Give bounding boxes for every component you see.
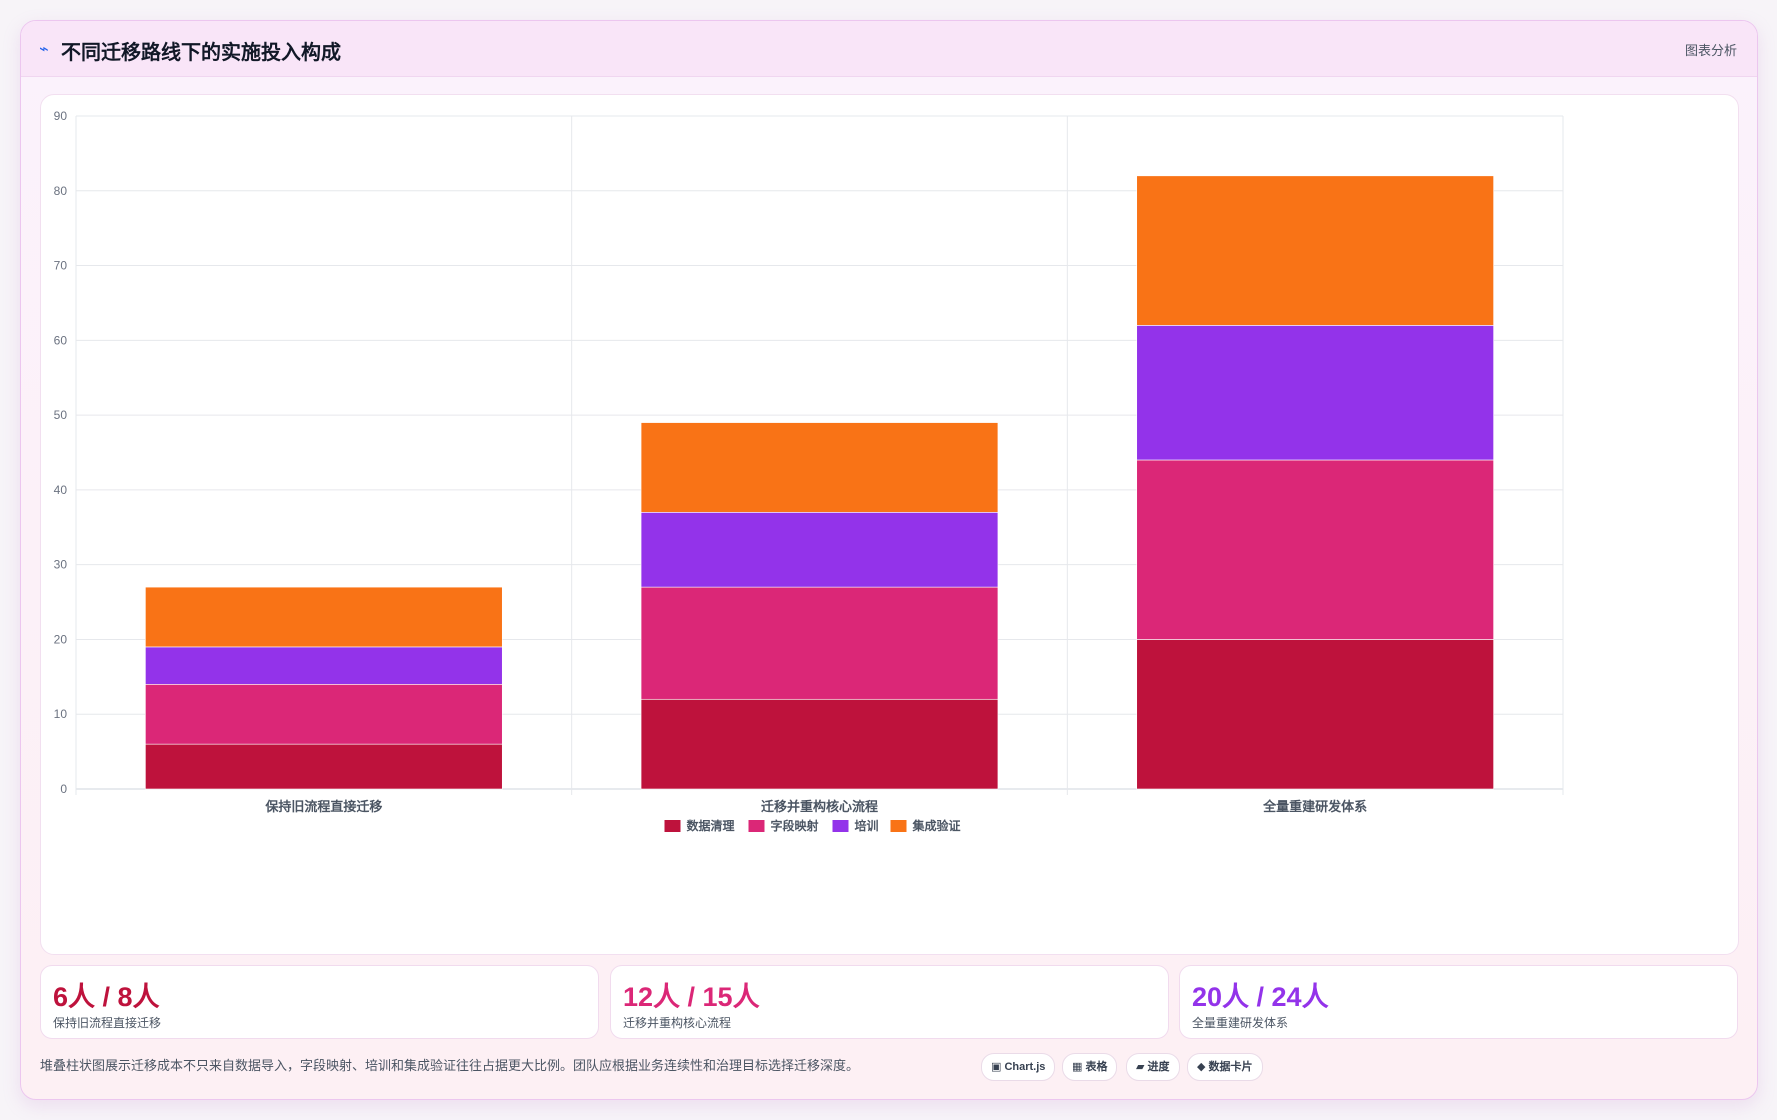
bar-segment bbox=[640, 586, 999, 700]
tag-chartjs[interactable]: ▣ Chart.js bbox=[981, 1053, 1056, 1081]
stat-value: 20人 / 24人 bbox=[1192, 982, 1329, 1012]
y-tick-label: 90 bbox=[54, 109, 68, 123]
stacked-bar-chart: 0 10 20 30 40 50 60 70 80 90 保持旧流程直接迁移 迁移并重构核心流程 全量重… bbox=[54, 109, 1564, 833]
stat-card-2: 20人 / 24人 全量重建研发体系 bbox=[1179, 965, 1738, 1039]
bar-segment bbox=[640, 698, 999, 790]
legend-swatch bbox=[890, 820, 907, 832]
chart-panel: 0 10 20 30 40 50 60 70 80 90 保持旧流程直接迁移 迁移并重构核心流程 全量重… bbox=[40, 94, 1739, 955]
stat-card-0: 6人 / 8人 保持旧流程直接迁移 bbox=[40, 965, 599, 1039]
y-tick-label: 20 bbox=[54, 632, 68, 646]
lightning-icon: ⌁ bbox=[39, 41, 49, 58]
legend-swatch bbox=[664, 820, 681, 832]
footer-note: 堆叠柱状图展示迁移成本不只来自数据导入，字段映射、培训和集成验证往往占据更大比例… bbox=[40, 1058, 860, 1073]
y-tick-label: 70 bbox=[54, 259, 68, 273]
stat-value: 12人 / 15人 bbox=[623, 982, 760, 1012]
stats-row: 6人 / 8人 保持旧流程直接迁移 12人 / 15人 迁移并重构核心流程 20… bbox=[40, 965, 1738, 1039]
legend-swatch bbox=[748, 820, 765, 832]
tag-progress[interactable]: ▰ 进度 bbox=[1126, 1053, 1180, 1081]
stat-label: 迁移并重构核心流程 bbox=[623, 1016, 732, 1030]
y-tick-label: 40 bbox=[54, 483, 68, 497]
chart-title: 不同迁移路线下的实施投入构成 bbox=[61, 42, 341, 64]
stat-label: 保持旧流程直接迁移 bbox=[53, 1016, 162, 1030]
stat-label: 全量重建研发体系 bbox=[1192, 1016, 1289, 1030]
y-tick-label: 80 bbox=[54, 184, 68, 198]
bar-segment bbox=[145, 646, 503, 685]
card-header: ⌁ 不同迁移路线下的实施投入构成 图表分析 bbox=[21, 21, 1757, 77]
legend-label: 培训 bbox=[855, 818, 879, 833]
legend-swatch bbox=[832, 820, 849, 832]
stat-value: 6人 / 8人 bbox=[53, 982, 160, 1012]
bar-segment bbox=[1136, 639, 1494, 790]
tag-table[interactable]: ▦ 表格 bbox=[1062, 1053, 1118, 1081]
chart-card: ⌁ 不同迁移路线下的实施投入构成 图表分析 0 10 20 30 40 50 60 70 80 9… bbox=[20, 20, 1758, 1100]
tag-data-card[interactable]: ◆ 数据卡片 bbox=[1187, 1053, 1263, 1081]
y-tick-label: 30 bbox=[54, 558, 68, 572]
bar-segment bbox=[1136, 459, 1494, 640]
bar-segment bbox=[145, 743, 503, 790]
legend-label: 数据清理 bbox=[687, 818, 735, 833]
y-tick-label: 10 bbox=[54, 707, 68, 721]
bar-segment bbox=[1136, 325, 1494, 461]
x-tick-label: 保持旧流程直接迁移 bbox=[264, 799, 382, 814]
legend-label: 字段映射 bbox=[771, 818, 819, 833]
x-tick-label: 全量重建研发体系 bbox=[1262, 799, 1367, 814]
bar-segment bbox=[640, 512, 999, 588]
y-tick-label: 60 bbox=[54, 333, 68, 347]
legend-label: 集成验证 bbox=[912, 818, 961, 833]
bar-segment bbox=[640, 422, 999, 513]
x-tick-label: 迁移并重构核心流程 bbox=[761, 799, 878, 814]
chart-analysis-link[interactable]: 图表分析 bbox=[1684, 43, 1737, 58]
bar-segment bbox=[145, 586, 503, 648]
stat-card-1: 12人 / 15人 迁移并重构核心流程 bbox=[610, 965, 1169, 1039]
bar-segment bbox=[1136, 175, 1494, 326]
bar-segment bbox=[145, 684, 503, 745]
y-tick-label: 0 bbox=[60, 782, 67, 796]
y-tick-label: 50 bbox=[54, 408, 68, 422]
